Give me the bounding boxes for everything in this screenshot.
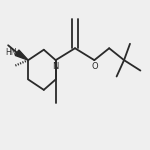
Text: O: O xyxy=(91,62,98,71)
Polygon shape xyxy=(15,50,28,60)
Text: HN: HN xyxy=(5,48,17,57)
Text: N: N xyxy=(52,62,59,71)
